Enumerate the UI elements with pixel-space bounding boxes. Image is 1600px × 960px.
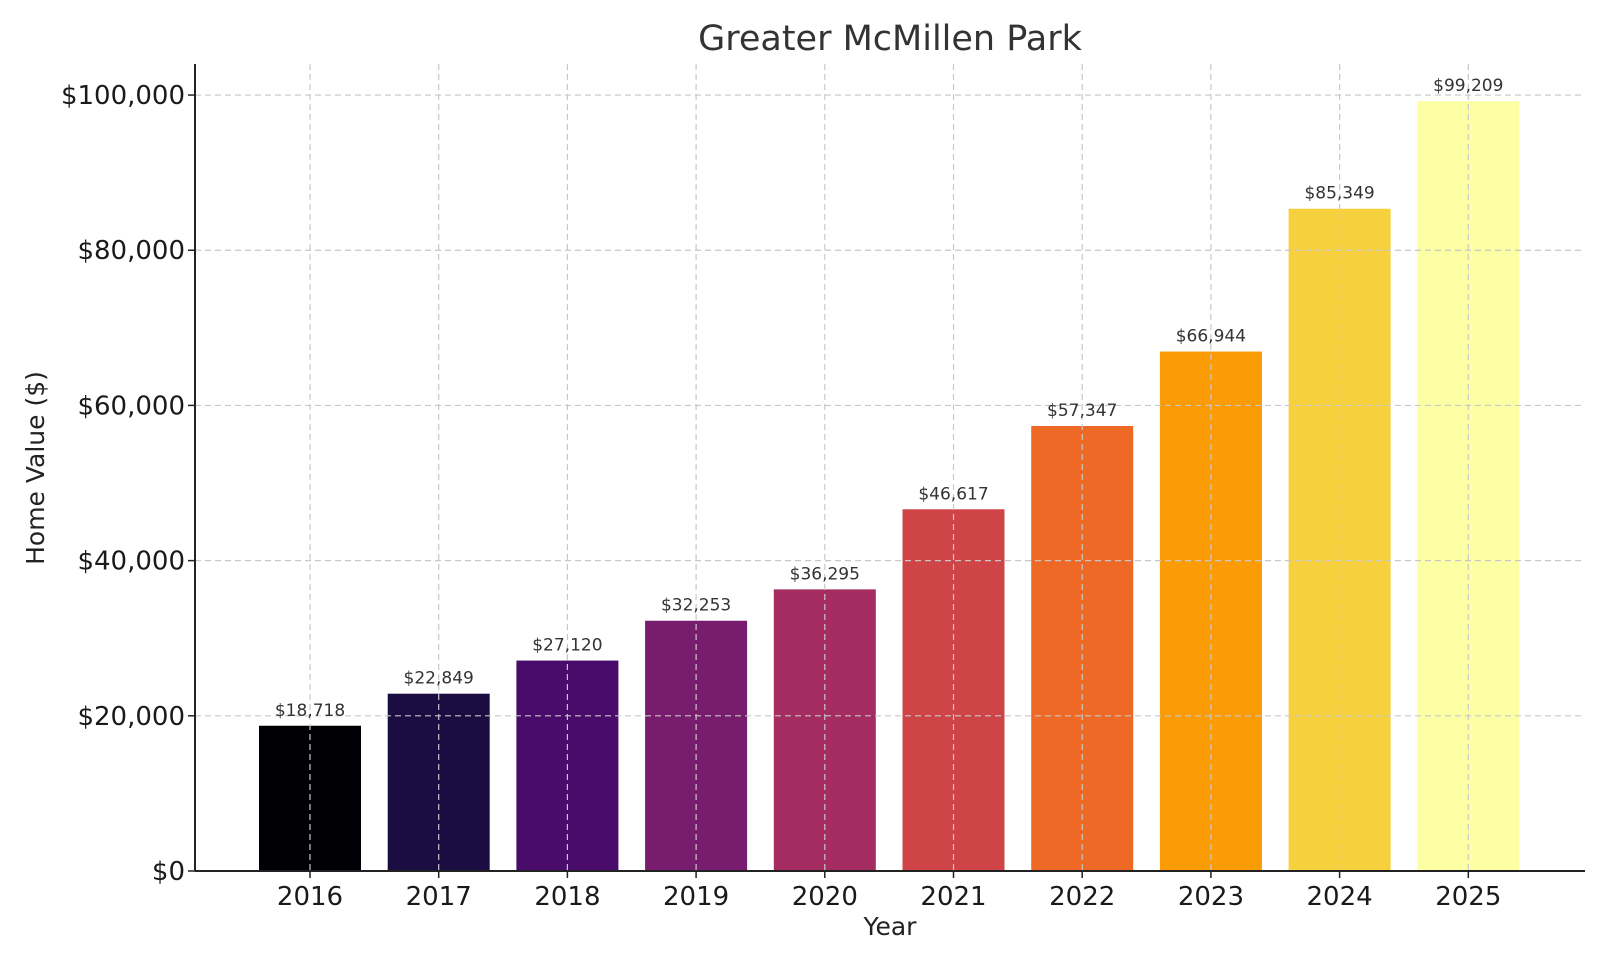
bar-value-label: $46,617 [918,484,988,504]
bar-value-label: $22,849 [404,669,474,689]
bar-value-label: $57,347 [1047,401,1117,421]
bar-value-label: $32,253 [661,596,731,616]
x-tick-label: 2025 [1435,882,1501,912]
x-tick-label: 2016 [277,882,343,912]
bar-value-label: $36,295 [790,564,860,584]
y-tick-label: $20,000 [77,702,185,732]
x-tick-label: 2021 [920,882,986,912]
x-tick-label: 2023 [1178,882,1244,912]
x-tick-label: 2018 [534,882,600,912]
chart-title: Greater McMillen Park [698,19,1083,59]
bar-value-label: $85,349 [1304,184,1374,204]
x-tick-label: 2019 [663,882,729,912]
y-tick-label: $0 [152,857,185,887]
x-tick-label: 2017 [406,882,472,912]
bar-value-label: $27,120 [532,636,602,656]
y-tick-label: $100,000 [61,81,185,111]
bar-value-label: $18,718 [275,701,345,721]
y-tick-label: $80,000 [77,236,185,266]
y-tick-label: $40,000 [77,547,185,577]
gridlines [195,64,1585,871]
x-tick-label: 2024 [1307,882,1373,912]
bar-value-label: $99,209 [1433,76,1503,96]
bar-2017 [387,693,490,871]
bar-value-label: $66,944 [1176,327,1246,347]
bars [259,101,1520,872]
x-tick-label: 2022 [1049,882,1115,912]
axes: $0 $20,000 $40,000 $60,000 $80,000 $100,000 20… [61,64,1585,912]
y-axis-label: Home Value ($) [21,371,50,565]
x-axis-label: Year [863,912,918,941]
x-tick-label: 2020 [792,882,858,912]
y-tick-label: $60,000 [77,391,185,421]
bar-value-labels: $18,718 $22,849 $27,120 $32,253 $36,295 $46,6… [275,76,1504,721]
